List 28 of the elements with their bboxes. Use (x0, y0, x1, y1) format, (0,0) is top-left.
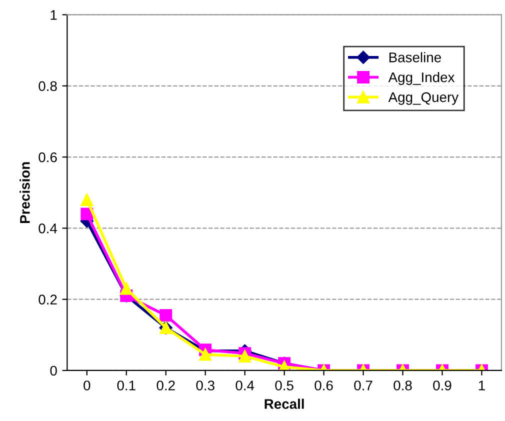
legend-label: Baseline (389, 52, 441, 62)
point (238, 350, 252, 362)
legend-label: Agg_Query (388, 92, 459, 105)
x-tick-label: 0.4 (236, 380, 254, 390)
x-tick-label: 0.1 (117, 380, 136, 390)
point (80, 193, 94, 206)
x-tick-label: 0.6 (314, 380, 333, 390)
x-tick-label: 1 (478, 380, 485, 390)
y-tick-label: 1 (50, 10, 57, 20)
y-tick-label: 0.4 (38, 224, 58, 234)
x-tick-label: 0.7 (354, 380, 372, 390)
x-tick-label: 0 (84, 380, 90, 390)
legend-label: Agg_Index (388, 72, 455, 85)
point (199, 348, 212, 361)
x-axis-title: Recall (264, 398, 304, 409)
y-axis-title: Precision (20, 162, 30, 223)
x-tick-label: 0.3 (196, 380, 214, 390)
point (80, 208, 94, 220)
x-tick-label: 0.2 (156, 380, 175, 390)
point (120, 282, 133, 295)
y-tick-label: 0 (50, 366, 57, 376)
y-tick-label: 0.6 (38, 152, 57, 162)
point (160, 309, 172, 322)
x-tick-label: 0.9 (433, 380, 452, 390)
x-tick-label: 0.8 (394, 380, 412, 390)
y-tick-label: 0.8 (38, 81, 57, 92)
y-tick-label: 0.2 (38, 294, 57, 304)
x-tick-label: 0.5 (275, 380, 294, 390)
